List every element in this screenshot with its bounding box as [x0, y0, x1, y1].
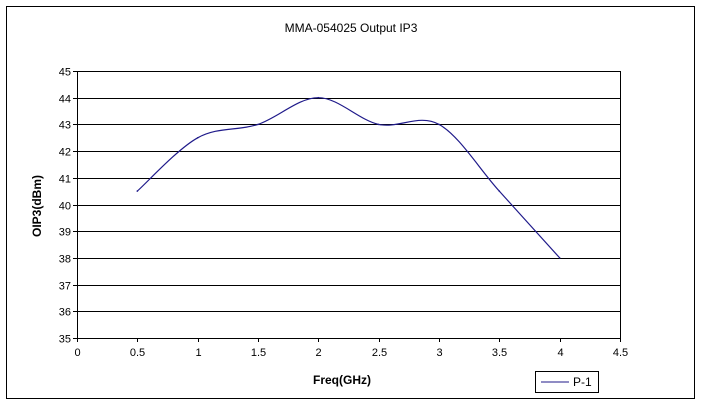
y-tick-label: 36 — [59, 307, 71, 319]
x-tick-label: 4.5 — [613, 347, 628, 359]
x-tick-label: 3.5 — [492, 347, 507, 359]
data-point-p-1-3 — [317, 96, 320, 99]
data-point-p-1-7 — [558, 257, 561, 259]
data-point-p-1-2 — [257, 123, 259, 126]
y-tick-label: 41 — [59, 174, 71, 186]
y-tick-label: 44 — [59, 94, 71, 106]
data-point-p-1-6 — [498, 190, 501, 192]
y-tick-label: 45 — [59, 67, 71, 79]
data-point-p-1-5 — [438, 123, 440, 126]
plot-area: 35 36 37 38 39 40 41 42 43 44 45 0 0.5 1 1.5 2 2.5 3 3.5 4 4… — [59, 67, 628, 360]
y-tick-label: 43 — [59, 120, 71, 132]
y-tick-label: 38 — [59, 254, 71, 266]
y-tick-label: 40 — [59, 201, 71, 213]
data-point-p-1-1 — [196, 137, 199, 139]
y-tick-label: 42 — [59, 147, 71, 159]
data-point-p-1-4 — [377, 123, 380, 126]
x-tick-label: 2.5 — [372, 347, 387, 359]
legend-label-p-1: P-1 — [573, 375, 592, 389]
y-tick-label: 39 — [59, 227, 71, 239]
data-point-p-1-0 — [136, 190, 139, 192]
x-tick-label: 2 — [315, 347, 321, 359]
x-tick-label: 1 — [195, 347, 201, 359]
legend: P-1 — [535, 371, 599, 393]
chart-border — [6, 6, 695, 399]
x-axis-label: Freq(GHz) — [313, 373, 371, 387]
x-tick-label: 1.5 — [251, 347, 266, 359]
series-line-p-1 — [136, 97, 561, 259]
x-tick-label: 0 — [74, 347, 80, 359]
x-tick-label: 3 — [436, 347, 442, 359]
y-tick-label: 35 — [59, 334, 71, 346]
y-tick-label: 37 — [59, 281, 71, 293]
chart-title: MMA-054025 Output IP3 — [285, 21, 418, 35]
x-tick-label: 4 — [557, 347, 563, 359]
y-axis-label: OIP3(dBm) — [30, 175, 44, 237]
x-tick-label: 0.5 — [130, 347, 145, 359]
